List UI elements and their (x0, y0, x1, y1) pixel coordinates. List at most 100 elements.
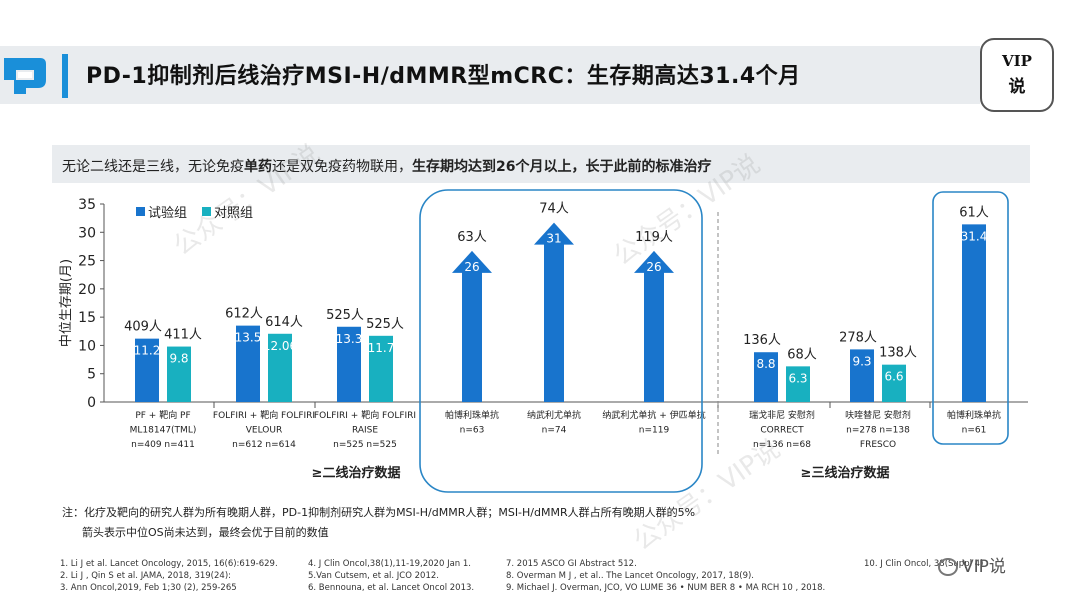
ref-item: 4. J Clin Oncol,38(1),11-19,2020 Jan 1. (308, 559, 471, 569)
subtitle-part1: 无论二线还是三线，无论免疫 (62, 159, 244, 175)
y-tick-label: 15 (78, 310, 96, 326)
x-category-label: 呋喹替尼 安慰剂 (845, 409, 911, 421)
y-axis-title: 中位生存期(月) (59, 259, 74, 347)
bar-arrow (634, 250, 674, 402)
subtitle-bar (52, 145, 1030, 183)
note-line2: 箭头表示中位OS尚未达到，最终会优于目前的数值 (82, 526, 329, 539)
legend-swatch (202, 207, 211, 216)
ref-item: 7. 2015 ASCO GI Abstract 512. (506, 559, 637, 569)
x-category-label: ML18147(TML) (130, 426, 197, 436)
x-category-label: n=612 n=614 (232, 440, 296, 450)
subtitle: 无论二线还是三线，无论免疫单药还是双免疫药物联用，生存期均达到26个月以上，长于… (62, 156, 711, 176)
subtitle-part3: 还是双免疫药物联用， (272, 159, 412, 175)
note-line1: 注：化疗及靶向的研究人群为所有晚期人群，PD-1抑制剂研究人群为MSI-H/dM… (62, 506, 696, 519)
x-category-label: CORRECT (760, 426, 804, 436)
x-category-label: PF + 靶向 PF (135, 409, 190, 421)
bar-n-label: 136人 (743, 333, 781, 348)
x-category-label: FRESCO (860, 440, 896, 450)
title-accent (62, 54, 68, 98)
bar-n-label: 74人 (539, 202, 569, 217)
x-category-label: n=63 (460, 426, 485, 436)
bar (754, 352, 778, 402)
bar (167, 346, 191, 402)
ref-item: 6. Bennouna, et al. Lancet Oncol 2013. (308, 583, 475, 593)
x-category-label: 纳武利尤单抗 + 伊匹单抗 (602, 409, 705, 421)
vip-badge: VIP 说 (980, 38, 1054, 112)
highlight-frame-immuno (419, 189, 703, 493)
ref-item: 5.Van Cutsem, et al. JCO 2012. (308, 571, 439, 581)
bar-n-label: 614人 (265, 315, 303, 330)
bar-n-label: 278人 (839, 330, 877, 345)
ref-item: 8. Overman M J , et al.. The Lancet Onco… (506, 571, 754, 581)
x-category-label: n=119 (639, 426, 670, 436)
bar (135, 338, 159, 402)
bar-value-label: 11.7 (368, 341, 395, 355)
bar-value-label: 13.3 (336, 332, 363, 346)
section-label-third-line: ≥三线治疗数据 (801, 465, 890, 481)
ref-item: 3. Ann Oncol,2019, Feb 1;30 (2), 259-265 (60, 583, 237, 593)
wechat-mark-text: VIP说 (962, 557, 1006, 577)
bar-n-label: 525人 (326, 308, 364, 323)
legend-label: 对照组 (214, 206, 253, 221)
logo-icon (4, 58, 46, 94)
bar-n-label: 612人 (225, 307, 263, 322)
ref-col3: 7. 2015 ASCO GI Abstract 512. 8. Overman… (506, 558, 825, 594)
page-title: PD-1抑制剂后线治疗MSI-H/dMMR型mCRC：生存期高达31.4个月 (86, 64, 801, 89)
ref-item: 9. Michael J. Overman, JCO, VO LUME 36 •… (506, 583, 826, 593)
y-tick-label: 30 (78, 225, 96, 241)
y-tick-label: 35 (78, 197, 96, 213)
x-category-label: n=74 (542, 426, 567, 436)
ref-item: 2. Li J , Qin S et al. JAMA, 2018, 319(2… (60, 571, 231, 581)
subtitle-part4: 生存期均达到26个月以上，长于此前的标准治疗 (412, 159, 712, 175)
bar-n-label: 68人 (787, 347, 817, 362)
x-category-label: 瑞戈非尼 安慰剂 (749, 409, 815, 421)
ref-col1: 1. Li J et al. Lancet Oncology, 2015, 16… (60, 558, 278, 594)
bar-value-label: 26 (464, 260, 479, 274)
ref-item: 10. J Clin Oncol, 38(Suppl 4) (864, 559, 984, 569)
x-category-label: FOLFIRI + 靶向 FOLFIRI (213, 409, 315, 421)
x-category-label: n=136 n=68 (753, 440, 811, 450)
bar-value-label: 6.3 (788, 371, 807, 385)
x-category-label: n=525 n=525 (333, 440, 397, 450)
ref-col2: 4. J Clin Oncol,38(1),11-19,2020 Jan 1. … (308, 558, 474, 594)
header-bar (0, 46, 980, 104)
x-category-label: n=278 n=138 (846, 426, 910, 436)
bar-value-label: 31 (546, 232, 561, 246)
bar-value-label: 11.2 (134, 344, 161, 358)
bar (369, 335, 393, 402)
bar-value-label: 26 (646, 260, 661, 274)
bar (850, 349, 874, 402)
bar-n-label: 409人 (124, 320, 162, 335)
y-tick-label: 0 (87, 395, 96, 411)
bar-value-label: 12.06 (263, 339, 297, 353)
highlight-frame-third-line (932, 191, 1009, 445)
bar-value-label: 9.8 (169, 352, 188, 366)
badge-line2: 说 (1008, 77, 1026, 97)
x-category-label: VELOUR (246, 426, 282, 436)
x-category-label: 纳武利尤单抗 (527, 409, 581, 421)
bar-value-label: 13.5 (235, 331, 262, 345)
section-label-second-line: ≥二线治疗数据 (312, 465, 401, 481)
bar-value-label: 9.3 (852, 354, 871, 368)
bar (236, 325, 260, 402)
ref-item: 1. Li J et al. Lancet Oncology, 2015, 16… (60, 559, 278, 569)
bar-n-label: 119人 (635, 230, 673, 245)
y-tick-label: 10 (78, 338, 96, 354)
y-tick-label: 25 (78, 254, 96, 270)
badge-line1: VIP (1002, 52, 1032, 70)
wechat-mark: VIP说 (938, 552, 1006, 577)
x-category-label: FOLFIRI + 靶向 FOLFIRI (314, 409, 416, 421)
y-tick-label: 20 (78, 282, 96, 298)
legend-swatch (136, 207, 145, 216)
bar-arrow (534, 222, 574, 402)
bar-n-label: 525人 (366, 317, 404, 332)
x-category-label: 帕博利珠单抗 (445, 409, 499, 421)
bar-n-label: 138人 (879, 346, 917, 361)
bar-n-label: 411人 (164, 328, 202, 343)
legend-label: 试验组 (148, 205, 187, 221)
wechat-icon (938, 558, 958, 576)
y-tick-label: 5 (87, 367, 96, 383)
x-category-label: n=61 (962, 426, 987, 436)
bar (882, 364, 906, 402)
